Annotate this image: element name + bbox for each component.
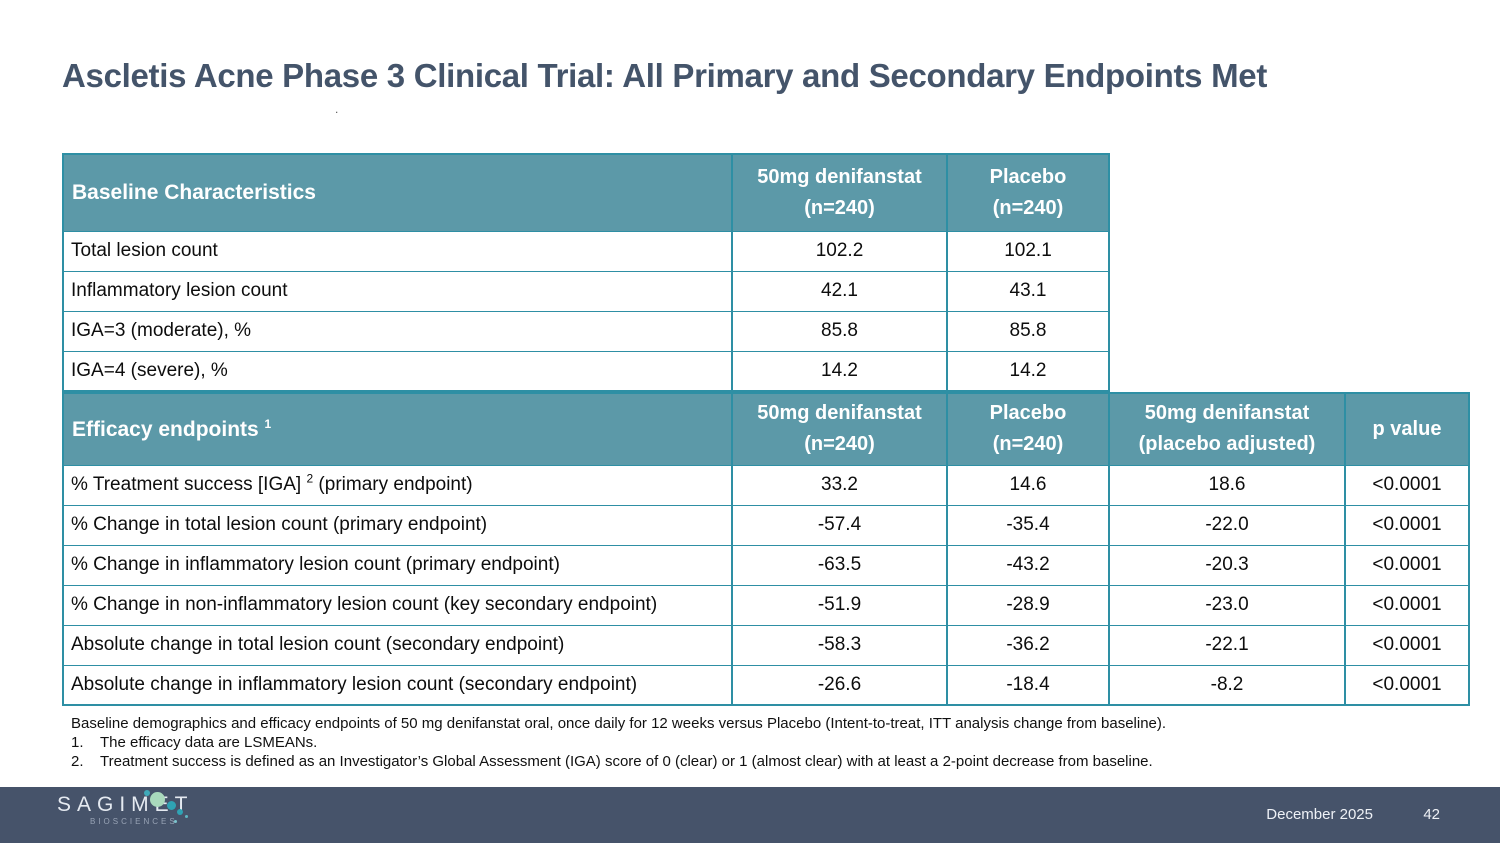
footnote-list: 1. The efficacy data are LSMEANs. 2. Treatm…	[71, 733, 1441, 771]
efficacy-header-cell: 50mg denifanstat (n=240)	[731, 392, 948, 466]
logo-dot-icon	[174, 820, 177, 823]
baseline-header-cell: Placebo (n=240)	[946, 153, 1110, 232]
cell-value: -58.3	[731, 624, 948, 666]
cell-value: <0.0001	[1344, 504, 1470, 546]
footnote-item: 2. Treatment success is defined as an Inv…	[71, 752, 1441, 771]
cell-value: -23.0	[1108, 584, 1346, 626]
cell-value: 43.1	[946, 270, 1110, 312]
cell-value: 102.1	[946, 230, 1110, 272]
cell-value: -28.9	[946, 584, 1110, 626]
table-row: % Change in total lesion count (primary …	[62, 504, 1470, 546]
logo-dot-icon	[167, 801, 176, 810]
row-label: Absolute change in inflammatory lesion c…	[62, 664, 733, 706]
footnote-number: 1.	[71, 734, 84, 751]
table-row: % Treatment success [IGA] 2 (primary end…	[62, 464, 1470, 506]
table-row: IGA=3 (moderate), % 85.8 85.8	[62, 310, 1110, 352]
cell-value: -63.5	[731, 544, 948, 586]
efficacy-header-cell: p value	[1344, 392, 1470, 466]
row-label: Total lesion count	[62, 230, 733, 272]
page-number: 42	[1423, 806, 1440, 823]
cell-value: -57.4	[731, 504, 948, 546]
cell-value: <0.0001	[1344, 464, 1470, 506]
row-label: % Change in non-inflammatory lesion coun…	[62, 584, 733, 626]
footnote-number: 2.	[71, 753, 84, 770]
cell-value: 14.2	[731, 350, 948, 392]
sagimet-logo: SAGIMET BIOSCIENCES	[57, 790, 194, 827]
footnote-item: 1. The efficacy data are LSMEANs.	[71, 733, 1441, 752]
cell-value: -43.2	[946, 544, 1110, 586]
cell-value: 85.8	[946, 310, 1110, 352]
row-label: % Treatment success [IGA] 2 (primary end…	[62, 464, 733, 506]
cell-value: -36.2	[946, 624, 1110, 666]
efficacy-table: Efficacy endpoints 1 50mg denifanstat (n=…	[62, 392, 1470, 706]
efficacy-header-cell: Placebo (n=240)	[946, 392, 1110, 466]
clinical-data-tables: Baseline Characteristics 50mg denifanstat…	[62, 153, 1470, 706]
row-label: Absolute change in total lesion count (s…	[62, 624, 733, 666]
cell-value: 18.6	[1108, 464, 1346, 506]
efficacy-table-body: % Treatment success [IGA] 2 (primary end…	[62, 464, 1470, 706]
row-label: IGA=3 (moderate), %	[62, 310, 733, 352]
cell-value: -26.6	[731, 664, 948, 706]
cell-value: <0.0001	[1344, 624, 1470, 666]
table-row: Total lesion count 102.2 102.1	[62, 230, 1110, 272]
cell-value: -22.0	[1108, 504, 1346, 546]
cell-value: -20.3	[1108, 544, 1346, 586]
efficacy-header-cell: 50mg denifanstat (placebo adjusted)	[1108, 392, 1346, 466]
cell-value: 14.2	[946, 350, 1110, 392]
baseline-header-cell: 50mg denifanstat (n=240)	[731, 153, 948, 232]
footnote-intro: Baseline demographics and efficacy endpo…	[71, 715, 1167, 732]
baseline-table-body: Total lesion count 102.2 102.1 Inflammatory…	[62, 230, 1110, 392]
table-row: Absolute change in inflammatory lesion c…	[62, 664, 1470, 706]
logo-dot-icon	[144, 790, 150, 796]
footer-date: December 2025	[1266, 806, 1373, 823]
baseline-header-row: Baseline Characteristics 50mg denifanstat…	[62, 153, 1110, 232]
table-row: IGA=4 (severe), % 14.2 14.2	[62, 350, 1110, 392]
cell-value: <0.0001	[1344, 664, 1470, 706]
cell-value: 14.6	[946, 464, 1110, 506]
cell-value: <0.0001	[1344, 584, 1470, 626]
cell-value: 42.1	[731, 270, 948, 312]
efficacy-table-header: Efficacy endpoints 1 50mg denifanstat (n=…	[62, 392, 1470, 466]
efficacy-header-row: Efficacy endpoints 1 50mg denifanstat (n=…	[62, 392, 1470, 466]
cell-value: -18.4	[946, 664, 1110, 706]
logo-dot-icon	[177, 809, 183, 815]
logo-dot-icon	[185, 815, 188, 818]
stray-period-mark: .	[335, 102, 339, 116]
table-row: Inflammatory lesion count 42.1 43.1	[62, 270, 1110, 312]
cell-value: -8.2	[1108, 664, 1346, 706]
cell-value: 85.8	[731, 310, 948, 352]
table-row: % Change in non-inflammatory lesion coun…	[62, 584, 1470, 626]
baseline-table-header: Baseline Characteristics 50mg denifanstat…	[62, 153, 1110, 232]
cell-value: -22.1	[1108, 624, 1346, 666]
table-row: % Change in inflammatory lesion count (p…	[62, 544, 1470, 586]
cell-value: <0.0001	[1344, 544, 1470, 586]
efficacy-header-cell: Efficacy endpoints 1	[62, 392, 733, 466]
logo-subtitle: BIOSCIENCES	[90, 817, 178, 826]
cell-value: -35.4	[946, 504, 1110, 546]
cell-value: -51.9	[731, 584, 948, 626]
row-label: % Change in inflammatory lesion count (p…	[62, 544, 733, 586]
table-row: Absolute change in total lesion count (s…	[62, 624, 1470, 666]
logo-dot-icon	[150, 792, 165, 807]
footer-bar: SAGIMET BIOSCIENCES December 2025 42	[0, 787, 1500, 843]
footnote-text: The efficacy data are LSMEANs.	[100, 734, 318, 751]
superscript-ref: 2	[306, 471, 314, 486]
page-title: Ascletis Acne Phase 3 Clinical Trial: Al…	[62, 57, 1268, 94]
superscript-ref: 1	[264, 416, 272, 431]
footnotes: Baseline demographics and efficacy endpo…	[71, 714, 1441, 771]
footnote-text: Treatment success is defined as an Inves…	[100, 753, 1153, 770]
row-label: Inflammatory lesion count	[62, 270, 733, 312]
row-label: IGA=4 (severe), %	[62, 350, 733, 392]
baseline-header-cell: Baseline Characteristics	[62, 153, 733, 232]
row-label: % Change in total lesion count (primary …	[62, 504, 733, 546]
cell-value: 102.2	[731, 230, 948, 272]
baseline-table: Baseline Characteristics 50mg denifanstat…	[62, 153, 1110, 392]
cell-value: 33.2	[731, 464, 948, 506]
